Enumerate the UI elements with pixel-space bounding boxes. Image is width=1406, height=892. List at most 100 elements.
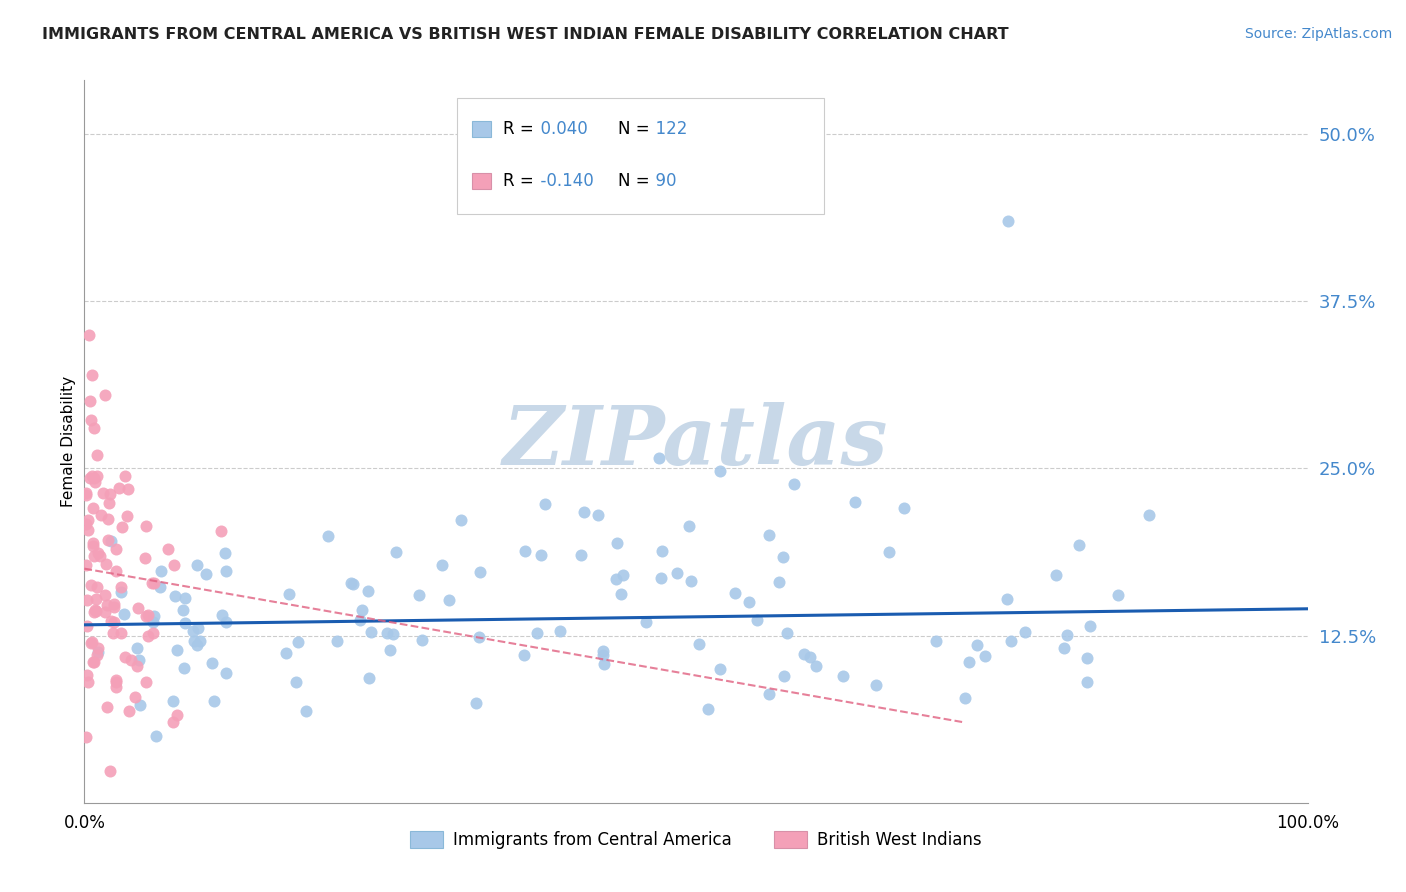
Point — [90, 508, 112, 523]
Point — [173, 615, 195, 630]
Point — [89, 549, 111, 564]
Point — [79, 394, 101, 409]
Point — [893, 501, 915, 516]
Point — [1080, 619, 1102, 633]
Point — [76, 667, 98, 681]
Point — [86, 580, 108, 594]
Point — [166, 642, 188, 657]
Point — [83, 471, 105, 485]
Point — [526, 625, 548, 640]
Point — [316, 529, 339, 543]
Point — [142, 615, 165, 630]
Point — [181, 624, 204, 638]
Point — [96, 598, 118, 612]
Point — [377, 625, 399, 640]
Point — [194, 566, 217, 581]
Point — [134, 550, 156, 565]
Point — [100, 534, 122, 549]
Point — [1014, 625, 1036, 640]
Point — [80, 413, 103, 427]
Point — [114, 649, 136, 664]
Point — [136, 608, 159, 623]
Point — [592, 644, 614, 658]
Point — [844, 494, 866, 508]
Point — [84, 604, 107, 618]
Point — [135, 609, 157, 624]
Point — [877, 545, 900, 559]
Point — [464, 696, 486, 710]
Point — [120, 653, 142, 667]
Point — [783, 477, 806, 491]
Point — [142, 609, 165, 624]
Point — [117, 483, 139, 497]
Point — [651, 544, 673, 558]
Point — [773, 669, 796, 683]
Point — [100, 614, 122, 628]
Point — [142, 625, 165, 640]
Point — [97, 533, 120, 547]
Point — [804, 659, 827, 673]
Point — [86, 469, 108, 483]
Text: N =: N = — [619, 120, 650, 137]
Point — [87, 640, 110, 655]
Point — [80, 368, 103, 382]
Y-axis label: Female Disability: Female Disability — [60, 376, 76, 508]
Point — [87, 645, 110, 659]
Point — [87, 546, 110, 560]
Point — [738, 595, 761, 609]
Point — [287, 635, 309, 649]
Point — [215, 665, 238, 680]
Point — [172, 603, 194, 617]
Text: 90: 90 — [645, 172, 676, 190]
Point — [534, 497, 557, 511]
Point — [215, 564, 238, 578]
Point — [650, 571, 672, 585]
Point — [162, 694, 184, 708]
Point — [110, 585, 132, 599]
Point — [86, 448, 108, 462]
Point — [973, 649, 995, 664]
Point — [468, 630, 491, 644]
Text: R =: R = — [503, 172, 534, 190]
Point — [865, 678, 887, 692]
Point — [80, 578, 103, 592]
Point — [277, 587, 299, 601]
Point — [997, 214, 1019, 228]
Point — [408, 588, 430, 602]
Point — [758, 528, 780, 542]
Point — [612, 568, 634, 582]
Point — [1069, 538, 1091, 552]
Point — [83, 549, 105, 563]
Text: ZIPatlas: ZIPatlas — [503, 401, 889, 482]
Point — [82, 535, 104, 549]
Point — [174, 591, 197, 605]
Point — [75, 485, 97, 500]
Point — [636, 615, 658, 629]
Point — [166, 707, 188, 722]
Point — [592, 657, 614, 671]
Point — [709, 662, 731, 676]
Point — [214, 547, 236, 561]
Point — [142, 575, 165, 590]
Point — [103, 598, 125, 612]
Text: 122: 122 — [645, 120, 688, 137]
Point — [76, 592, 98, 607]
Point — [349, 613, 371, 627]
Point — [274, 646, 297, 660]
Point — [96, 557, 118, 571]
Point — [86, 591, 108, 606]
Point — [75, 730, 97, 744]
Point — [76, 674, 98, 689]
Point — [82, 539, 104, 553]
Point — [745, 614, 768, 628]
Point — [606, 536, 628, 550]
Text: Source: ZipAtlas.com: Source: ZipAtlas.com — [1244, 27, 1392, 41]
Point — [352, 602, 374, 616]
Point — [135, 675, 157, 690]
Point — [529, 548, 551, 562]
Point — [187, 621, 209, 635]
Point — [957, 655, 980, 669]
Point — [209, 524, 232, 539]
Point — [127, 601, 149, 615]
Point — [80, 636, 103, 650]
